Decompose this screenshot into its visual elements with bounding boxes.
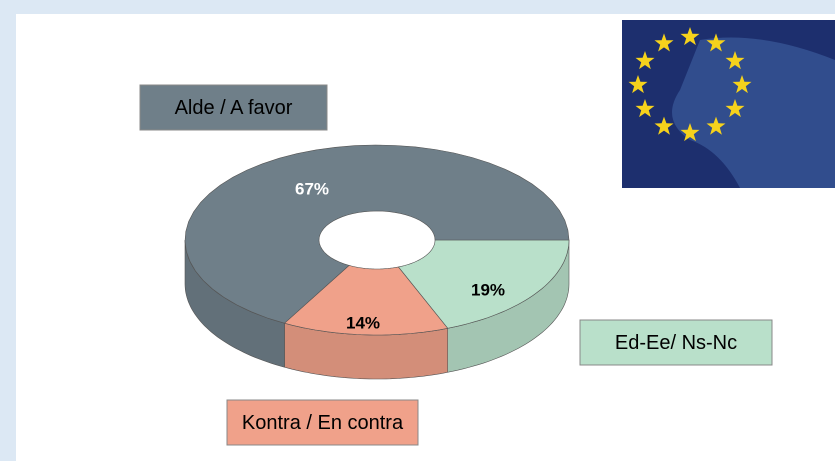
legend-box xyxy=(139,84,328,131)
slice xyxy=(184,144,570,324)
flag-star xyxy=(680,27,700,46)
flag-star xyxy=(635,99,655,118)
eu-flag-image xyxy=(622,20,835,188)
legend-label: Ed-Ee/ Ns-Nc xyxy=(615,332,737,354)
flag-star xyxy=(654,116,674,135)
flag-star xyxy=(732,75,752,94)
flag-star xyxy=(725,99,745,118)
flag-star xyxy=(725,51,745,70)
flag-star xyxy=(680,123,700,142)
value-label: 14% xyxy=(346,313,380,332)
legend-box xyxy=(579,319,773,366)
value-label: 19% xyxy=(471,280,505,299)
flag-star xyxy=(635,51,655,70)
flag-star xyxy=(706,33,726,52)
value-label: 67% xyxy=(295,179,329,198)
flag-star xyxy=(706,116,726,135)
legend-box xyxy=(226,399,419,446)
flag-star xyxy=(628,75,648,94)
flag-star xyxy=(654,33,674,52)
legend-label: Alde / A favor xyxy=(175,97,293,119)
legend-label: Kontra / En contra xyxy=(242,412,404,434)
